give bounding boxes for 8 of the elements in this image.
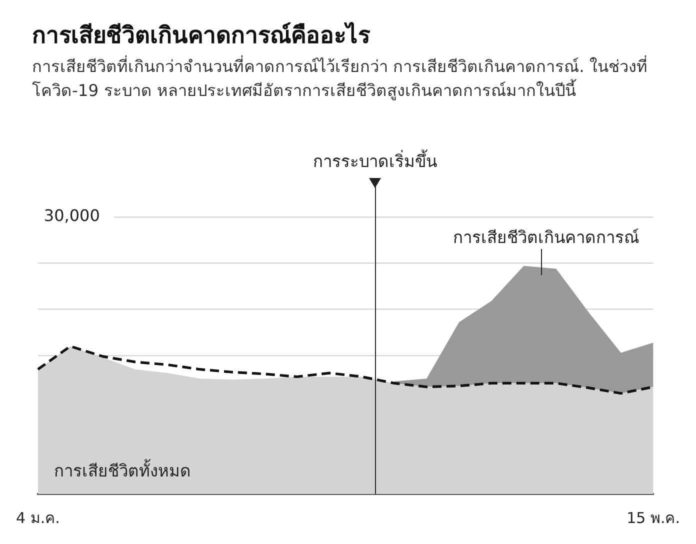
text: การระบาดเริ่มขึ้น — [313, 148, 438, 173]
x-tick-label: 4 ม.ค. — [16, 508, 60, 527]
series-label: การเสียชีวิตทั้งหมด — [54, 458, 191, 480]
chart-subtitle: การเสียชีวิตที่เกินกว่าจำนวนที่คาดการณ์ไว้เรียกว่า การเสียชีวิตเกินคาดการณ์. ในช่วงที่โควิด-19 ระบาด หลายประเทศมีอัตราการเสียชีวิตสูงเกินคาดการณ์มากในปีนี้ — [32, 55, 649, 102]
chart-title: การเสียชีวิตเกินคาดการณ์คืออะไร — [32, 21, 370, 51]
series-label: การเสียชีวิตเกินคาดการณ์ — [452, 228, 639, 248]
y-tick-label: 30,000 — [44, 206, 100, 226]
x-tick-label: 15 พ.ค. — [626, 508, 680, 527]
